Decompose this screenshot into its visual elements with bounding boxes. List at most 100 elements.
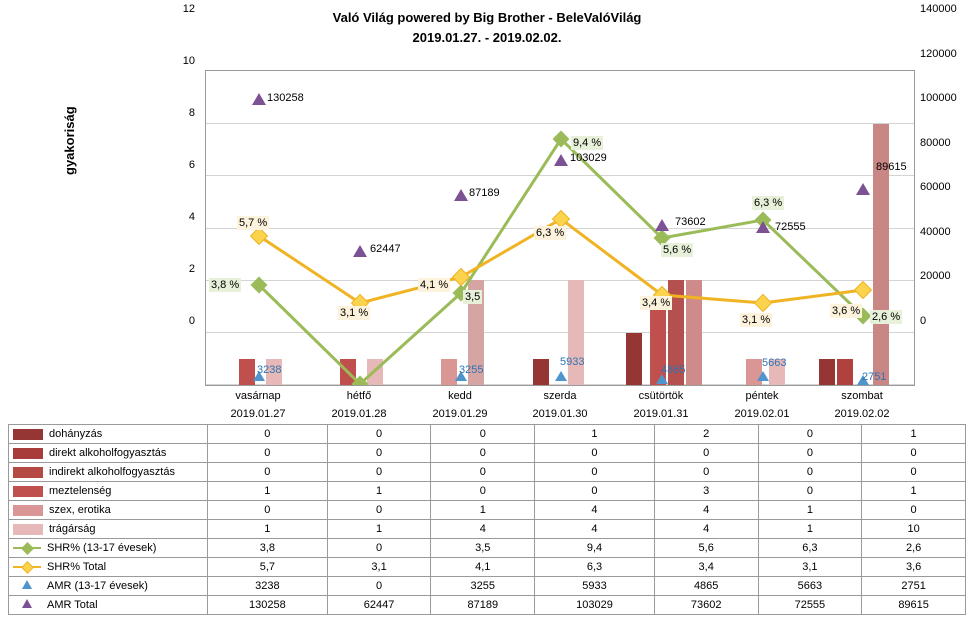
y-tick-left-2: 2 [188, 263, 195, 275]
table-cell-r0-c1: 0 [326, 424, 432, 444]
table-row-label-text: trágárság [49, 523, 96, 536]
table-cell-r8-c3: 5933 [534, 576, 655, 596]
table-cell-r5-c4: 4 [653, 519, 759, 539]
table-cell-r7-c4: 3,4 [653, 557, 759, 577]
legend-swatch-2 [13, 466, 43, 478]
x-cat-szerda: szerda [543, 390, 577, 402]
label-shr-13-17-pentek: 6,3 % [752, 196, 785, 210]
table-row: AMR (13-17 évesek) 3238 0 3255 5933 4865 5663 2… [8, 576, 966, 596]
bar-meztelenseg-szombat [837, 359, 853, 385]
bar-meztelenseg-hetfo [340, 359, 356, 385]
table-row: szex, erotika 0 0 1 4 4 1 0 [8, 500, 966, 520]
label-shr-total-szombat: 3,6 % [830, 304, 863, 318]
table-cell-r4-c5: 1 [757, 500, 863, 520]
table-row: direkt alkoholfogyasztás 0 0 0 0 0 0 0 [8, 443, 966, 463]
x-date-szerda: 2019.01.30 [532, 408, 588, 420]
table-cell-r6-c5: 6,3 [757, 538, 863, 558]
table-cell-r0-c6: 1 [861, 424, 966, 444]
label-amr-total-csutortok: 73602 [675, 216, 706, 228]
label-shr-total-hetfo: 3,1 % [338, 306, 371, 320]
table-cell-r2-c1: 0 [326, 462, 432, 482]
table-cell-r6-c6: 2,6 [861, 538, 966, 558]
label-amr-13-17-kedd: 3255 [459, 364, 484, 376]
chart-title-line2: 2019.01.27. - 2019.02.02. [412, 30, 562, 45]
table-row: AMR Total 130258 62447 87189 103029 73602 7255… [8, 595, 966, 615]
label-shr-total-csutortok: 3,4 % [640, 296, 673, 310]
y-tick-right-60000: 60000 [920, 181, 951, 193]
table-cell-r9-c0: 130258 [207, 595, 328, 615]
table-cell-r0-c4: 2 [653, 424, 759, 444]
table-cell-r5-c2: 4 [430, 519, 536, 539]
label-shr-total-vasarnap: 5,7 % [237, 216, 270, 230]
table-cell-r4-c0: 0 [207, 500, 328, 520]
label-amr-total-szombat: 89615 [876, 161, 907, 173]
table-cell-r7-c1: 3,1 [326, 557, 432, 577]
table-row-label-text: direkt alkoholfogyasztás [49, 447, 167, 460]
table-row: SHR% (13-17 évesek) 3,8 0 3,5 9,4 5,6 6,3 2,6 [8, 538, 966, 558]
gridline-8 [206, 175, 914, 176]
table-row-label-7: SHR% Total [8, 557, 208, 577]
y-tick-right-120000: 120000 [920, 48, 957, 60]
table-cell-r4-c3: 4 [534, 500, 655, 520]
table-cell-r6-c2: 3,5 [430, 538, 536, 558]
table-cell-r1-c4: 0 [653, 443, 759, 463]
x-cat-csutortok: csütörtök [638, 390, 684, 402]
label-shr-13-17-csutortok: 5,6 % [661, 243, 694, 257]
y-tick-left-8: 8 [188, 107, 195, 119]
label-amr-13-17-szerda: 5933 [560, 356, 585, 368]
table-row-label-text: AMR (13-17 évesek) [47, 580, 148, 593]
table-cell-r8-c2: 3255 [430, 576, 536, 596]
table-cell-r1-c6: 0 [861, 443, 966, 463]
gridline-2 [206, 332, 914, 333]
table-cell-r0-c5: 0 [757, 424, 863, 444]
table-cell-r7-c2: 4,1 [430, 557, 536, 577]
table-cell-r0-c0: 0 [207, 424, 328, 444]
table-cell-r4-c2: 1 [430, 500, 536, 520]
label-shr-13-17-szerda: 9,4 % [571, 136, 604, 150]
gridline-0 [206, 384, 914, 385]
bar-dohanyzas-szombat [819, 359, 835, 385]
table-row-label-9: AMR Total [8, 595, 208, 615]
table-row-label-text: indirekt alkoholfogyasztás [49, 466, 175, 479]
x-date-szombat: 2019.02.02 [834, 408, 890, 420]
x-cat-pentek: péntek [745, 390, 779, 402]
table-cell-r4-c4: 4 [653, 500, 759, 520]
table-cell-r2-c0: 0 [207, 462, 328, 482]
bar-szex-erotika-pentek [746, 359, 762, 385]
label-amr-total-vasarnap: 130258 [267, 92, 304, 104]
x-cat-vasarnap: vasárnap [235, 390, 281, 402]
table-cell-r8-c1: 0 [326, 576, 432, 596]
table-cell-r3-c0: 1 [207, 481, 328, 501]
table-cell-r4-c1: 0 [326, 500, 432, 520]
legend-swatch-0 [13, 428, 43, 440]
table-cell-r3-c3: 0 [534, 481, 655, 501]
table-cell-r1-c5: 0 [757, 443, 863, 463]
table-cell-r9-c2: 87189 [430, 595, 536, 615]
table-cell-r6-c4: 5,6 [653, 538, 759, 558]
table-cell-r7-c5: 3,1 [757, 557, 863, 577]
table-row-label-text: SHR% (13-17 évesek) [47, 542, 157, 555]
table-row-label-4: szex, erotika [8, 500, 208, 520]
table-cell-r9-c6: 89615 [861, 595, 966, 615]
table-cell-r2-c6: 0 [861, 462, 966, 482]
table-cell-r2-c5: 0 [757, 462, 863, 482]
table-cell-r8-c4: 4865 [653, 576, 759, 596]
gridline-4 [206, 280, 914, 281]
x-axis-categories: vasárnap 2019.01.27 hétfő 2019.01.28 ked… [205, 388, 915, 426]
table-row-label-1: direkt alkoholfogyasztás [8, 443, 208, 463]
table-cell-r8-c5: 5663 [757, 576, 863, 596]
table-row-label-text: SHR% Total [47, 561, 107, 574]
bar-meztelenseg-vasarnap [239, 359, 255, 385]
table-row: SHR% Total 5,7 3,1 4,1 6,3 3,4 3,1 3,6 [8, 557, 966, 577]
y-axis-title: gyakoriság [62, 106, 77, 175]
bar-dohanyzas-csutortok [626, 333, 642, 385]
table-cell-r8-c6: 2751 [861, 576, 966, 596]
y-tick-right-100000: 100000 [920, 92, 957, 104]
legend-line-7 [13, 561, 41, 574]
label-amr-total-pentek: 72555 [775, 221, 806, 233]
table-cell-r0-c3: 1 [534, 424, 655, 444]
legend-triangle-9 [13, 599, 41, 611]
table-cell-r9-c3: 103029 [534, 595, 655, 615]
x-cat-kedd: kedd [448, 390, 472, 402]
legend-triangle-8 [13, 580, 41, 592]
